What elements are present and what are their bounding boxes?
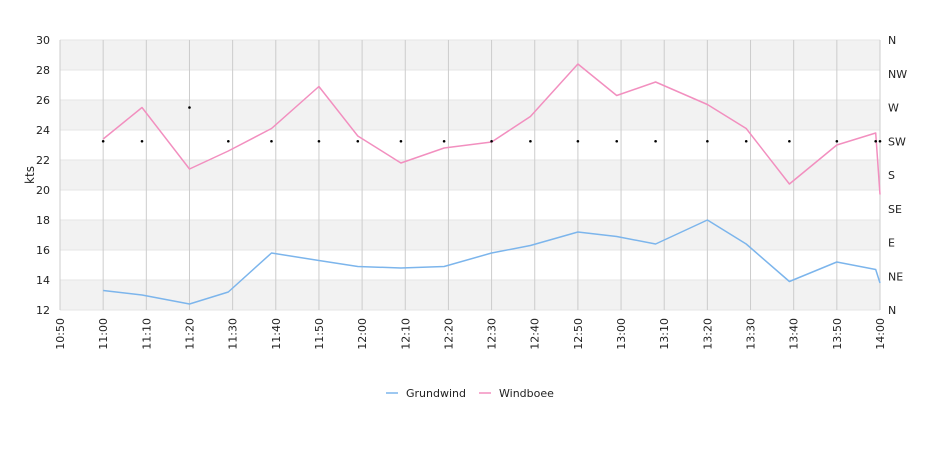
y-axis-title: kts — [23, 166, 37, 184]
direction-marker — [835, 139, 839, 143]
plot-band — [60, 160, 880, 190]
direction-marker — [101, 139, 105, 143]
x-tick-label: 13:50 — [831, 318, 844, 350]
y2-tick-label: N — [888, 304, 896, 317]
y-tick-label: 18 — [36, 214, 50, 227]
plot-band — [60, 220, 880, 250]
y-axis-tick-labels: 12 14 16 18 20 22 24 26 28 30 — [36, 34, 50, 317]
y2-tick-label: NE — [888, 270, 903, 283]
x-tick-label: 11:20 — [183, 318, 196, 350]
direction-marker — [227, 139, 230, 143]
x-tick-label: 13:30 — [745, 318, 758, 350]
y2-axis-tick-labels: N NE E SE S SW W NW N — [888, 34, 907, 317]
plot-band — [60, 280, 880, 310]
plot-band — [60, 40, 880, 70]
plot-bands — [60, 40, 880, 310]
x-tick-label: 13:10 — [658, 318, 671, 350]
y2-tick-label: SW — [888, 135, 906, 148]
y-tick-label: 28 — [36, 64, 50, 77]
direction-marker — [654, 139, 657, 143]
x-tick-label: 11:40 — [270, 318, 283, 350]
direction-marker — [490, 139, 493, 143]
direction-marker — [706, 139, 709, 143]
direction-marker — [878, 139, 882, 143]
direction-marker — [270, 139, 273, 143]
y-tick-label: 22 — [36, 154, 50, 167]
y-tick-label: 24 — [36, 124, 50, 137]
x-tick-label: 11:30 — [227, 318, 240, 350]
y2-tick-label: W — [888, 102, 899, 115]
legend-label: Grundwind — [406, 387, 466, 400]
direction-markers — [101, 106, 882, 143]
series-lines — [102, 63, 881, 305]
y-tick-label: 14 — [36, 274, 50, 287]
direction-marker — [615, 139, 619, 143]
legend-label: Windboee — [499, 387, 554, 400]
direction-marker — [356, 139, 360, 143]
x-tick-label: 11:00 — [97, 318, 110, 350]
vertical-gridlines — [59, 40, 881, 310]
x-tick-label: 13:40 — [788, 318, 801, 350]
series-line-windboee — [102, 63, 881, 195]
y2-tick-label: S — [888, 169, 895, 182]
direction-marker — [317, 139, 321, 143]
direction-marker — [140, 139, 144, 143]
y-tick-label: 16 — [36, 244, 50, 257]
direction-marker — [744, 139, 748, 143]
plot-band — [60, 100, 880, 130]
y-tick-label: 20 — [36, 184, 50, 197]
horizontal-gridlines — [60, 39, 880, 311]
y2-tick-label: SE — [888, 203, 902, 216]
x-tick-label: 11:50 — [313, 318, 326, 350]
x-tick-label: 12:30 — [486, 318, 499, 350]
y-tick-label: 26 — [36, 94, 50, 107]
x-tick-label: 14:00 — [874, 318, 887, 350]
y-tick-label: 12 — [36, 304, 50, 317]
x-tick-label: 10:50 — [54, 318, 67, 350]
x-axis-tick-labels: 10:50 11:00 11:10 11:20 11:30 11:40 11:50 12:00… — [54, 318, 887, 350]
x-tick-label: 12:10 — [399, 318, 412, 350]
direction-marker — [188, 106, 191, 109]
direction-marker — [399, 139, 403, 143]
direction-marker — [529, 139, 532, 143]
y2-tick-label: NW — [888, 68, 907, 81]
y2-tick-label: N — [888, 34, 896, 47]
direction-marker — [442, 139, 446, 143]
x-tick-label: 11:10 — [140, 318, 153, 350]
direction-marker — [874, 139, 877, 143]
y-tick-label: 30 — [36, 34, 50, 47]
x-tick-label: 13:20 — [701, 318, 714, 350]
series-line-grundwind — [103, 219, 881, 305]
x-tick-label: 12:00 — [356, 318, 369, 350]
direction-marker — [576, 139, 580, 143]
legend: Grundwind Windboee — [386, 387, 554, 400]
x-tick-label: 13:00 — [615, 318, 628, 350]
x-tick-label: 12:20 — [442, 318, 455, 350]
y2-tick-label: E — [888, 237, 895, 250]
direction-marker — [788, 139, 791, 143]
x-tick-label: 12:40 — [529, 318, 542, 350]
x-tick-label: 12:50 — [572, 318, 585, 350]
